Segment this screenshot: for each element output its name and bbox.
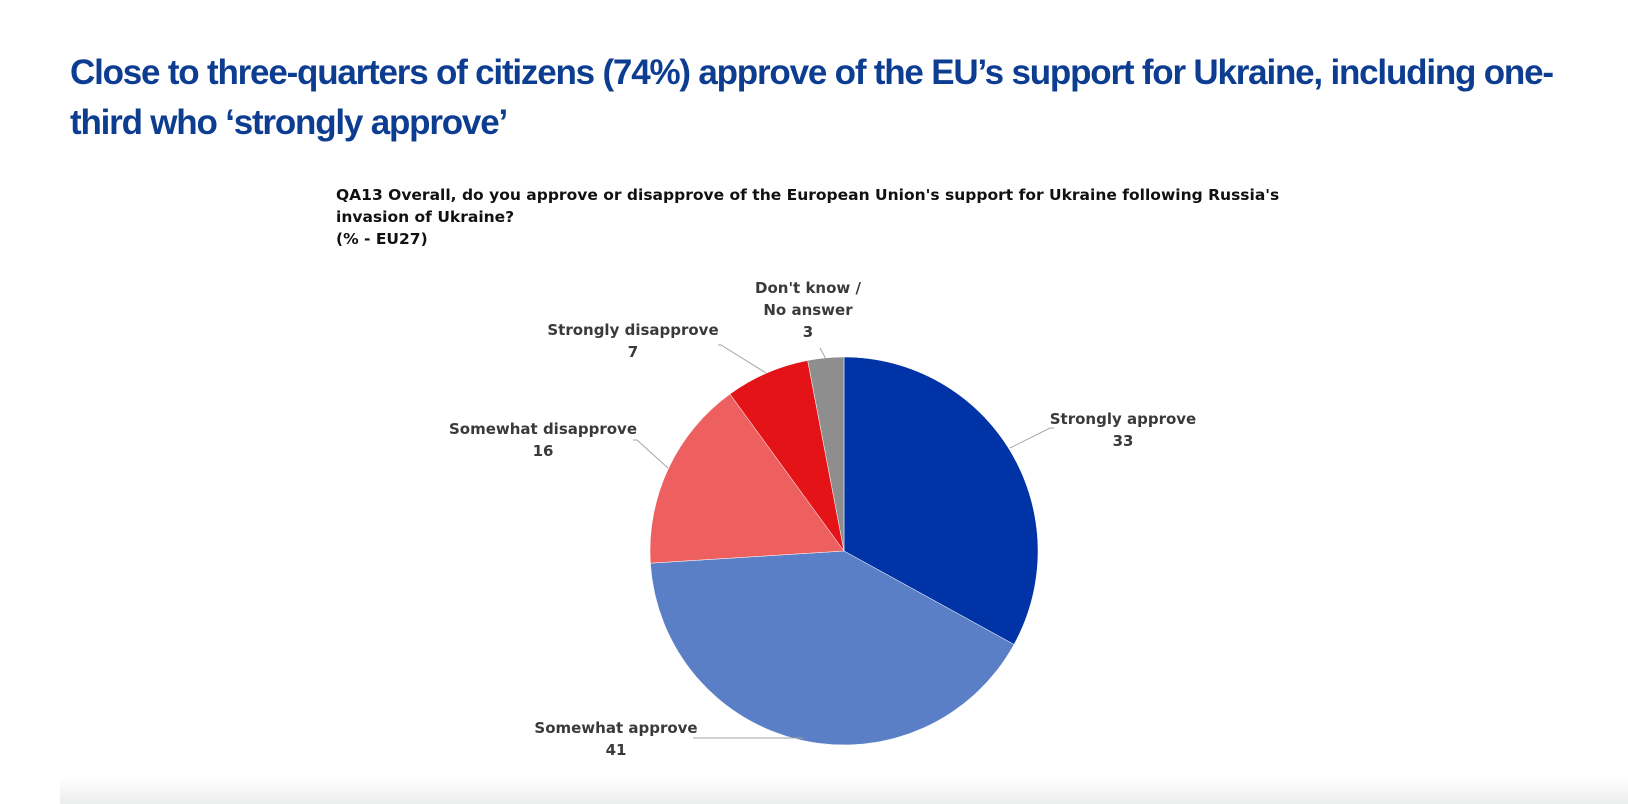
- pie-slices: [649, 356, 1039, 746]
- slice-label-somewhat-approve: Somewhat approve: [534, 719, 697, 737]
- pie-labels: Strongly approve 33 Somewhat approve 41 Some…: [449, 279, 1196, 759]
- leader-line-dont-know: [819, 347, 827, 360]
- bottom-shadow: [60, 778, 1628, 804]
- chart-question: QA13 Overall, do you approve or disappro…: [336, 184, 1286, 250]
- slice-value-strongly-approve: 33: [1113, 432, 1134, 450]
- question-base: (% - EU27): [336, 230, 428, 248]
- question-line: QA13 Overall, do you approve or disappro…: [336, 186, 1280, 204]
- pie-slice-somewhat-approve: [650, 550, 1015, 746]
- slice-value-dont-know: 3: [803, 323, 813, 341]
- slice-label-strongly-approve: Strongly approve: [1050, 410, 1196, 428]
- slice-value-somewhat-approve: 41: [606, 741, 627, 759]
- slice-value-strongly-disapprove: 7: [628, 343, 638, 361]
- leader-line-strongly-disapprove: [718, 344, 767, 374]
- pie-slice-somewhat-disapprove: [649, 393, 845, 564]
- slice-label-strongly-disapprove: Strongly disapprove: [547, 321, 718, 339]
- leader-line-strongly-approve: [1009, 427, 1054, 449]
- pie-slice-strongly-approve: [843, 356, 1039, 645]
- slice-label-dont-know: No answer: [763, 301, 853, 319]
- question-line: invasion of Ukraine?: [336, 208, 515, 226]
- slice-label-dont-know: Don't know /: [755, 279, 861, 297]
- page-title: Close to three-quarters of citizens (74%…: [70, 53, 1554, 142]
- slice-label-somewhat-disapprove: Somewhat disapprove: [449, 420, 637, 438]
- leader-line-somewhat-disapprove: [633, 439, 669, 469]
- slice-value-somewhat-disapprove: 16: [533, 442, 554, 460]
